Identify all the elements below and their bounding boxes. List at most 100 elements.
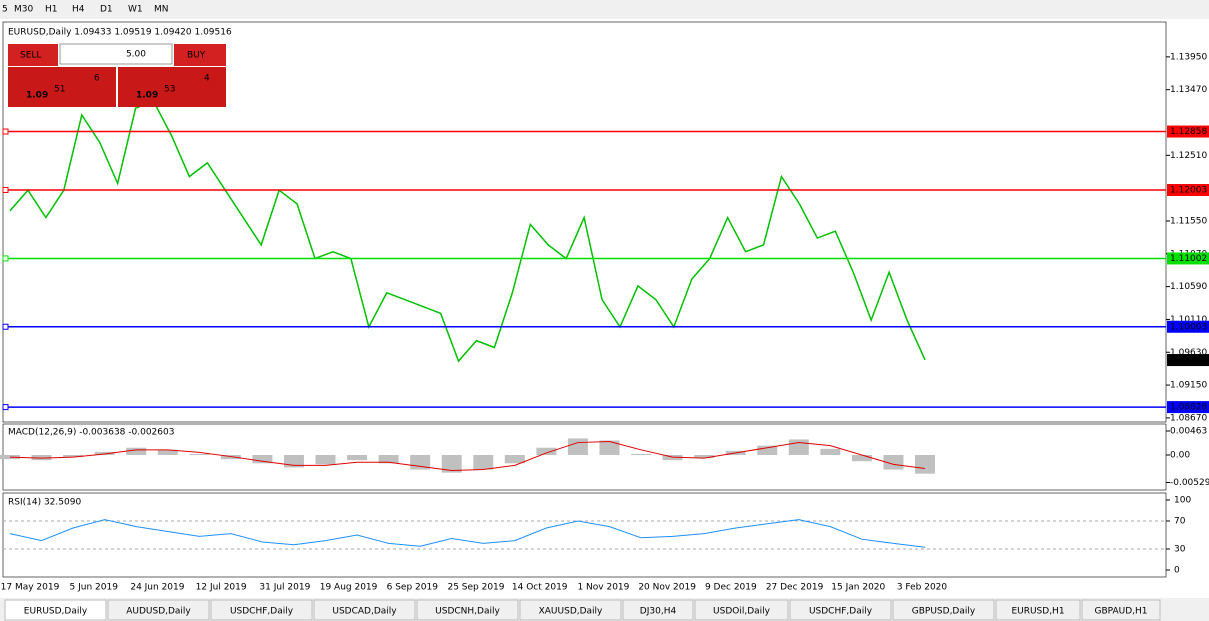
tab-label: USDOil,Daily — [713, 607, 771, 617]
date-label: 9 Dec 2019 — [705, 583, 757, 593]
y-tick-label: 1.09630 — [1170, 348, 1207, 358]
macd-bar — [189, 453, 210, 456]
chart-header: EURUSD,Daily 1.09433 1.09519 1.09420 1.0… — [8, 28, 232, 38]
tab[interactable] — [519, 599, 622, 621]
level-label-bg — [1167, 320, 1209, 333]
tab[interactable] — [107, 599, 210, 621]
macd-bar — [441, 455, 462, 473]
timeframe-button[interactable]: MN — [154, 5, 169, 15]
rsi-pane — [2, 492, 1167, 578]
timeframe-button[interactable]: H1 — [45, 5, 58, 15]
macd-pane — [2, 423, 1167, 491]
date-label: 25 Sep 2019 — [447, 583, 504, 593]
tab-label: GBPUSD,Daily — [912, 607, 976, 617]
rsi-tick-label: 100 — [1174, 496, 1191, 506]
sell-label: SELL — [20, 51, 41, 61]
y-tick-label: 1.10110 — [1170, 315, 1207, 325]
tab-label: USDCNH,Daily — [435, 607, 500, 617]
y-tick-label: 1.13950 — [1170, 52, 1207, 62]
macd-bar — [599, 440, 620, 456]
level-handle[interactable] — [2, 323, 9, 330]
tab-label: AUDUSD,Daily — [126, 607, 191, 617]
tab[interactable] — [416, 599, 519, 621]
timeframe-button[interactable]: H4 — [72, 5, 85, 15]
sell-price-box[interactable] — [8, 67, 116, 107]
timeframe-button[interactable]: 5 — [2, 5, 8, 15]
date-label: 3 Feb 2020 — [897, 583, 948, 593]
tab-label: USDCHF,Daily — [230, 607, 294, 617]
y-tick-label: 1.11550 — [1170, 216, 1207, 226]
tab[interactable] — [4, 599, 107, 621]
date-label: 27 Dec 2019 — [766, 583, 824, 593]
macd-bar — [883, 455, 904, 470]
tab[interactable] — [892, 599, 995, 621]
date-label: 20 Nov 2019 — [638, 583, 696, 593]
tab-label: XAUUSD,Daily — [539, 607, 603, 617]
buy-button[interactable] — [174, 44, 226, 66]
sell-button[interactable] — [8, 44, 58, 66]
buy-price-box[interactable] — [118, 67, 226, 107]
level-label-bg — [1167, 252, 1209, 265]
tab[interactable] — [210, 599, 313, 621]
date-label: 14 Oct 2019 — [512, 583, 568, 593]
tab[interactable] — [789, 599, 892, 621]
timeframe-button[interactable]: D1 — [100, 5, 113, 15]
sell-price-pips: 51 — [54, 85, 65, 95]
macd-bar — [126, 447, 147, 456]
macd-tick-label: -0.005299 — [1170, 478, 1209, 488]
lot-input[interactable] — [59, 43, 173, 65]
rsi-tick-label: 30 — [1174, 545, 1186, 555]
date-label: 1 Nov 2019 — [577, 583, 629, 593]
rsi-label: RSI(14) 32.5090 — [8, 498, 81, 508]
level-label-bg — [1167, 184, 1209, 196]
date-label: 17 May 2019 — [1, 583, 60, 593]
level-label-bg — [1167, 125, 1209, 138]
date-label: 6 Sep 2019 — [387, 583, 439, 593]
macd-bar — [567, 438, 588, 456]
y-tick-label: 1.12510 — [1170, 151, 1207, 161]
current-price-label: 1.09516 — [1170, 356, 1207, 366]
macd-label: MACD(12,26,9) -0.003638 -0.002603 — [8, 428, 174, 438]
y-tick-label: 1.09150 — [1170, 381, 1207, 391]
macd-bar — [473, 455, 494, 470]
level-label: 1.11002 — [1170, 254, 1207, 264]
macd-bar — [662, 455, 683, 461]
level-handle[interactable] — [2, 187, 9, 193]
macd-bar — [757, 445, 778, 456]
tab[interactable] — [1081, 599, 1161, 621]
level-handle[interactable] — [2, 128, 9, 135]
sell-price-frac: 6 — [94, 74, 100, 84]
y-tick-label: 1.13470 — [1170, 85, 1207, 95]
date-label: 12 Jul 2019 — [196, 583, 247, 593]
macd-bar — [31, 455, 52, 461]
macd-bar — [63, 455, 84, 458]
tab-label: GBPAUD,H1 — [1094, 607, 1147, 617]
macd-bar — [157, 449, 178, 456]
tab[interactable] — [694, 599, 789, 621]
macd-bar — [536, 447, 557, 456]
macd-bar — [694, 455, 715, 459]
tab[interactable] — [995, 599, 1081, 621]
date-label: 19 Aug 2019 — [320, 583, 378, 593]
tab-label: USDCAD,Daily — [332, 607, 397, 617]
buy-price-big: 1.09 — [136, 91, 158, 101]
macd-bar — [851, 455, 872, 462]
macd-bar — [788, 439, 809, 456]
timeframe-button[interactable]: W1 — [128, 5, 143, 15]
tab[interactable] — [622, 599, 694, 621]
level-label: 1.08828 — [1170, 403, 1207, 413]
sell-price-big: 1.09 — [26, 91, 48, 101]
timeframe-button[interactable]: M30 — [14, 5, 33, 15]
buy-price-frac: 4 — [204, 74, 210, 84]
lot-value: 5.00 — [126, 50, 146, 60]
tab-label: DJ30,H4 — [640, 607, 677, 617]
macd-signal — [9, 441, 926, 472]
level-handle[interactable] — [2, 404, 9, 411]
current-price-bg — [1167, 354, 1209, 367]
rsi-line — [9, 519, 926, 548]
tab[interactable] — [313, 599, 416, 621]
level-label: 1.12003 — [1170, 186, 1207, 196]
date-label: 5 Jun 2019 — [70, 583, 119, 593]
level-handle[interactable] — [2, 255, 9, 262]
